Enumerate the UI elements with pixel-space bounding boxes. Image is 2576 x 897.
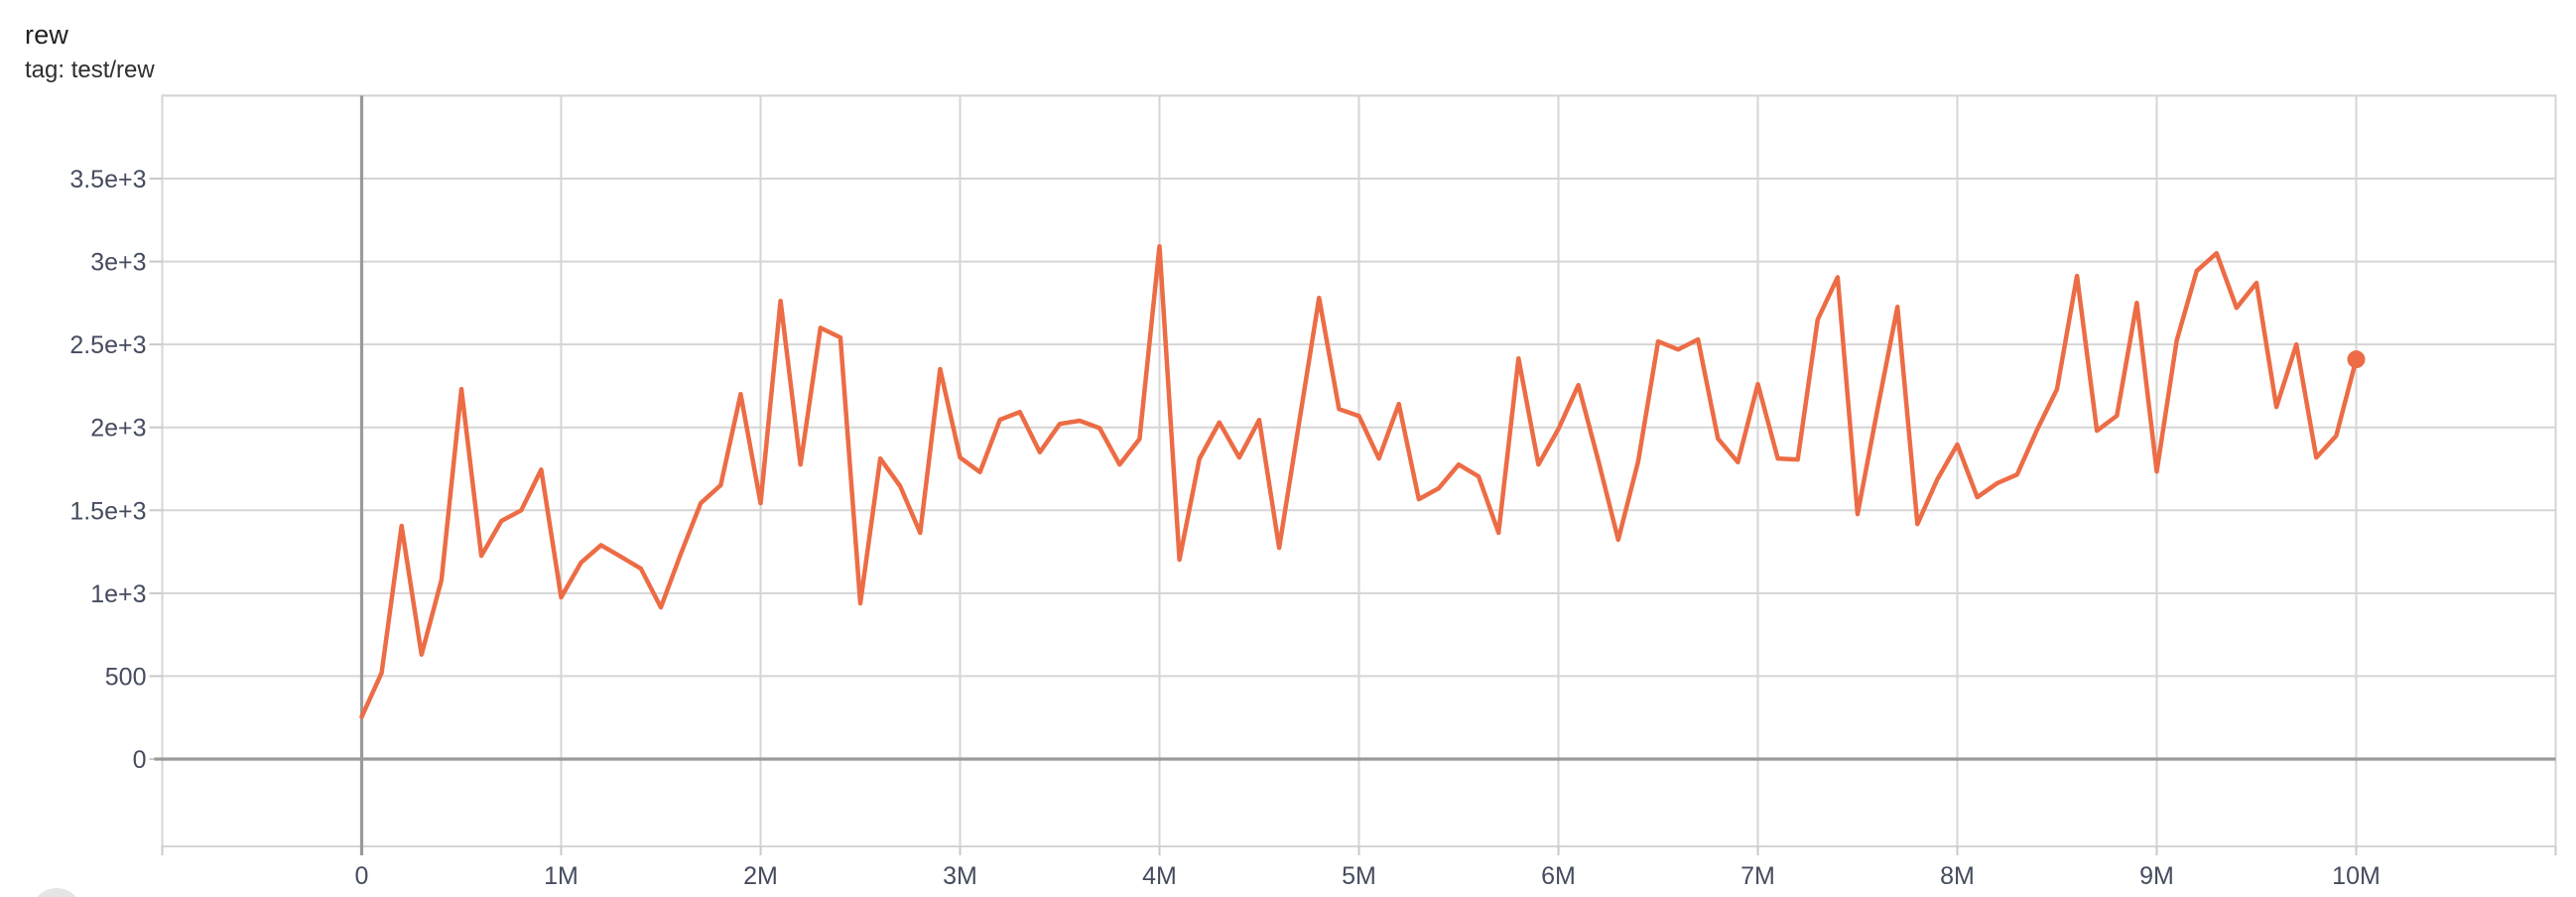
- x-tick-label: 5M: [1342, 862, 1376, 890]
- x-tick-label: 7M: [1740, 862, 1775, 890]
- x-tick-label: 0: [355, 862, 369, 890]
- chart-tag: tag: test/rew: [25, 57, 155, 83]
- y-tick-label: 2e+3: [90, 415, 146, 443]
- y-tick-label: 3e+3: [90, 249, 146, 277]
- card-corner-ripple: [31, 888, 82, 897]
- x-tick-label: 2M: [743, 862, 778, 890]
- x-tick-label: 6M: [1541, 862, 1576, 890]
- x-tick-label: 3M: [943, 862, 977, 890]
- x-tick-label: 10M: [2332, 862, 2381, 890]
- chart-header: rew tag: test/rew: [25, 22, 155, 82]
- series-line[interactable]: [359, 243, 2359, 719]
- series-end-dot[interactable]: [2347, 350, 2366, 369]
- y-tick-label: 3.5e+3: [69, 166, 146, 193]
- y-tick-label: 0: [133, 746, 147, 774]
- y-tick-label: 2.5e+3: [69, 331, 146, 359]
- y-tick-label: 1e+3: [90, 580, 146, 608]
- x-tick-label: 9M: [2139, 862, 2174, 890]
- y-tick-label: 1.5e+3: [69, 497, 146, 525]
- x-tick-label: 4M: [1142, 862, 1177, 890]
- x-tick-label: 1M: [544, 862, 579, 890]
- x-tick-label: 8M: [1940, 862, 1975, 890]
- chart-title: rew: [25, 20, 69, 50]
- y-tick-label: 500: [105, 663, 147, 691]
